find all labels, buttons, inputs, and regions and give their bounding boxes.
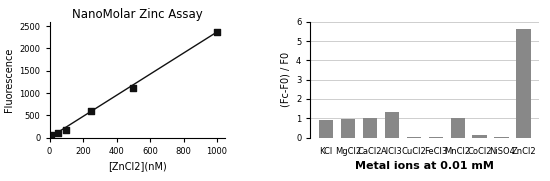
Point [53,132,62,134]
Point [129,86,138,89]
X-axis label: Metal ions at 0.01 mM: Metal ions at 0.01 mM [355,161,494,171]
Y-axis label: Fluorescence: Fluorescence [4,47,14,112]
Bar [428,137,443,138]
Point [87,109,96,112]
Bar [362,118,377,138]
Bar [340,119,355,138]
Bar [384,112,399,138]
Bar [494,137,509,138]
Bar [472,135,487,138]
Bar [406,137,421,138]
Bar [450,118,465,138]
Bar [516,30,531,138]
Bar [318,120,333,138]
Title: NanoMolar Zinc Assay: NanoMolar Zinc Assay [72,8,203,21]
Y-axis label: (Fc-F0) / F0: (Fc-F0) / F0 [280,52,290,107]
X-axis label: [ZnCl2](nM): [ZnCl2](nM) [108,161,167,171]
Point [47,134,56,137]
Point [62,128,70,131]
Point [213,31,222,33]
